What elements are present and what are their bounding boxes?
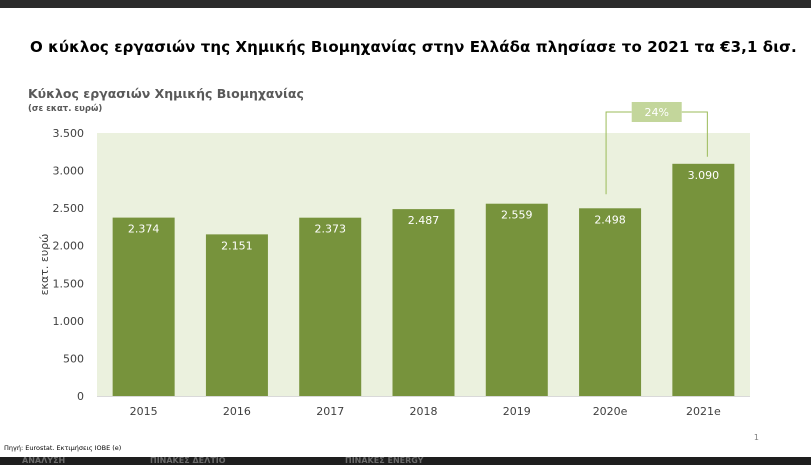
x-tick-label: 2019 [503,405,531,418]
bar [485,203,548,396]
y-tick-label: 2.000 [53,240,85,253]
bar-chart: 0 500 1.000 1.500 2.000 2.500 3.000 3.500 εκατ. … [38,102,750,418]
bottom-strip-item: ΠΙΝΑΚΕΣ ΔΕΛΤΙΟ [150,457,226,465]
slide-headline: Ο κύκλος εργασιών της Χημικής Βιομηχανία… [30,38,797,56]
chart-title: Κύκλος εργασιών Χημικής Βιομηχανίας [28,86,304,101]
bar [579,208,642,396]
page-number: 1 [753,433,759,442]
bottom-strip-item: ΠΙΝΑΚΕΣ ENERGY [345,457,424,465]
bar [299,217,362,396]
slide: Ο κύκλος εργασιών της Χημικής Βιομηχανία… [0,8,811,457]
bar-value-label: 2.374 [128,223,160,236]
source-note: Πηγή: Eurostat. Εκτιμήσεις ΙΟΒΕ (e) [4,444,122,452]
y-tick-label: 3.500 [53,127,85,140]
x-tick-label: 2021e [686,405,721,418]
bottom-strip: ΑΝΑΛΥΣΗ ΠΙΝΑΚΕΣ ΔΕΛΤΙΟ ΠΙΝΑΚΕΣ ENERGY [0,457,811,465]
bar-value-label: 2.487 [408,214,440,227]
x-tick-label: 2015 [130,405,158,418]
x-tick-label: 2018 [410,405,438,418]
bar-value-label: 2.373 [314,223,346,236]
bar-value-label: 2.559 [501,209,533,222]
chart-subtitle: (σε εκατ. ευρώ) [28,104,103,114]
bar-value-label: 2.151 [221,239,253,252]
y-tick-label: 0 [77,390,84,403]
growth-label: 24% [644,106,668,119]
bar [112,217,175,396]
growth-bracket-right [681,111,708,157]
growth-label-box [631,102,682,122]
x-tick-label: 2020e [593,405,628,418]
bottom-strip-item: ΑΝΑΛΥΣΗ [22,457,66,465]
y-tick-label: 1.000 [53,315,85,328]
bar-value-label: 2.498 [594,213,626,226]
y-tick-label: 1.500 [53,277,85,290]
x-tick-label: 2016 [223,405,251,418]
bar [672,163,735,396]
bar-value-label: 3.090 [688,169,720,182]
bar [392,209,455,396]
x-tick-label: 2017 [316,405,344,418]
y-tick-label: 3.000 [53,165,85,178]
y-tick-label: 2.500 [53,202,85,215]
growth-bracket-left [605,111,632,195]
y-tick-label: 500 [63,352,84,365]
bar [205,234,268,396]
y-axis-label: εκατ. ευρώ [38,234,51,296]
